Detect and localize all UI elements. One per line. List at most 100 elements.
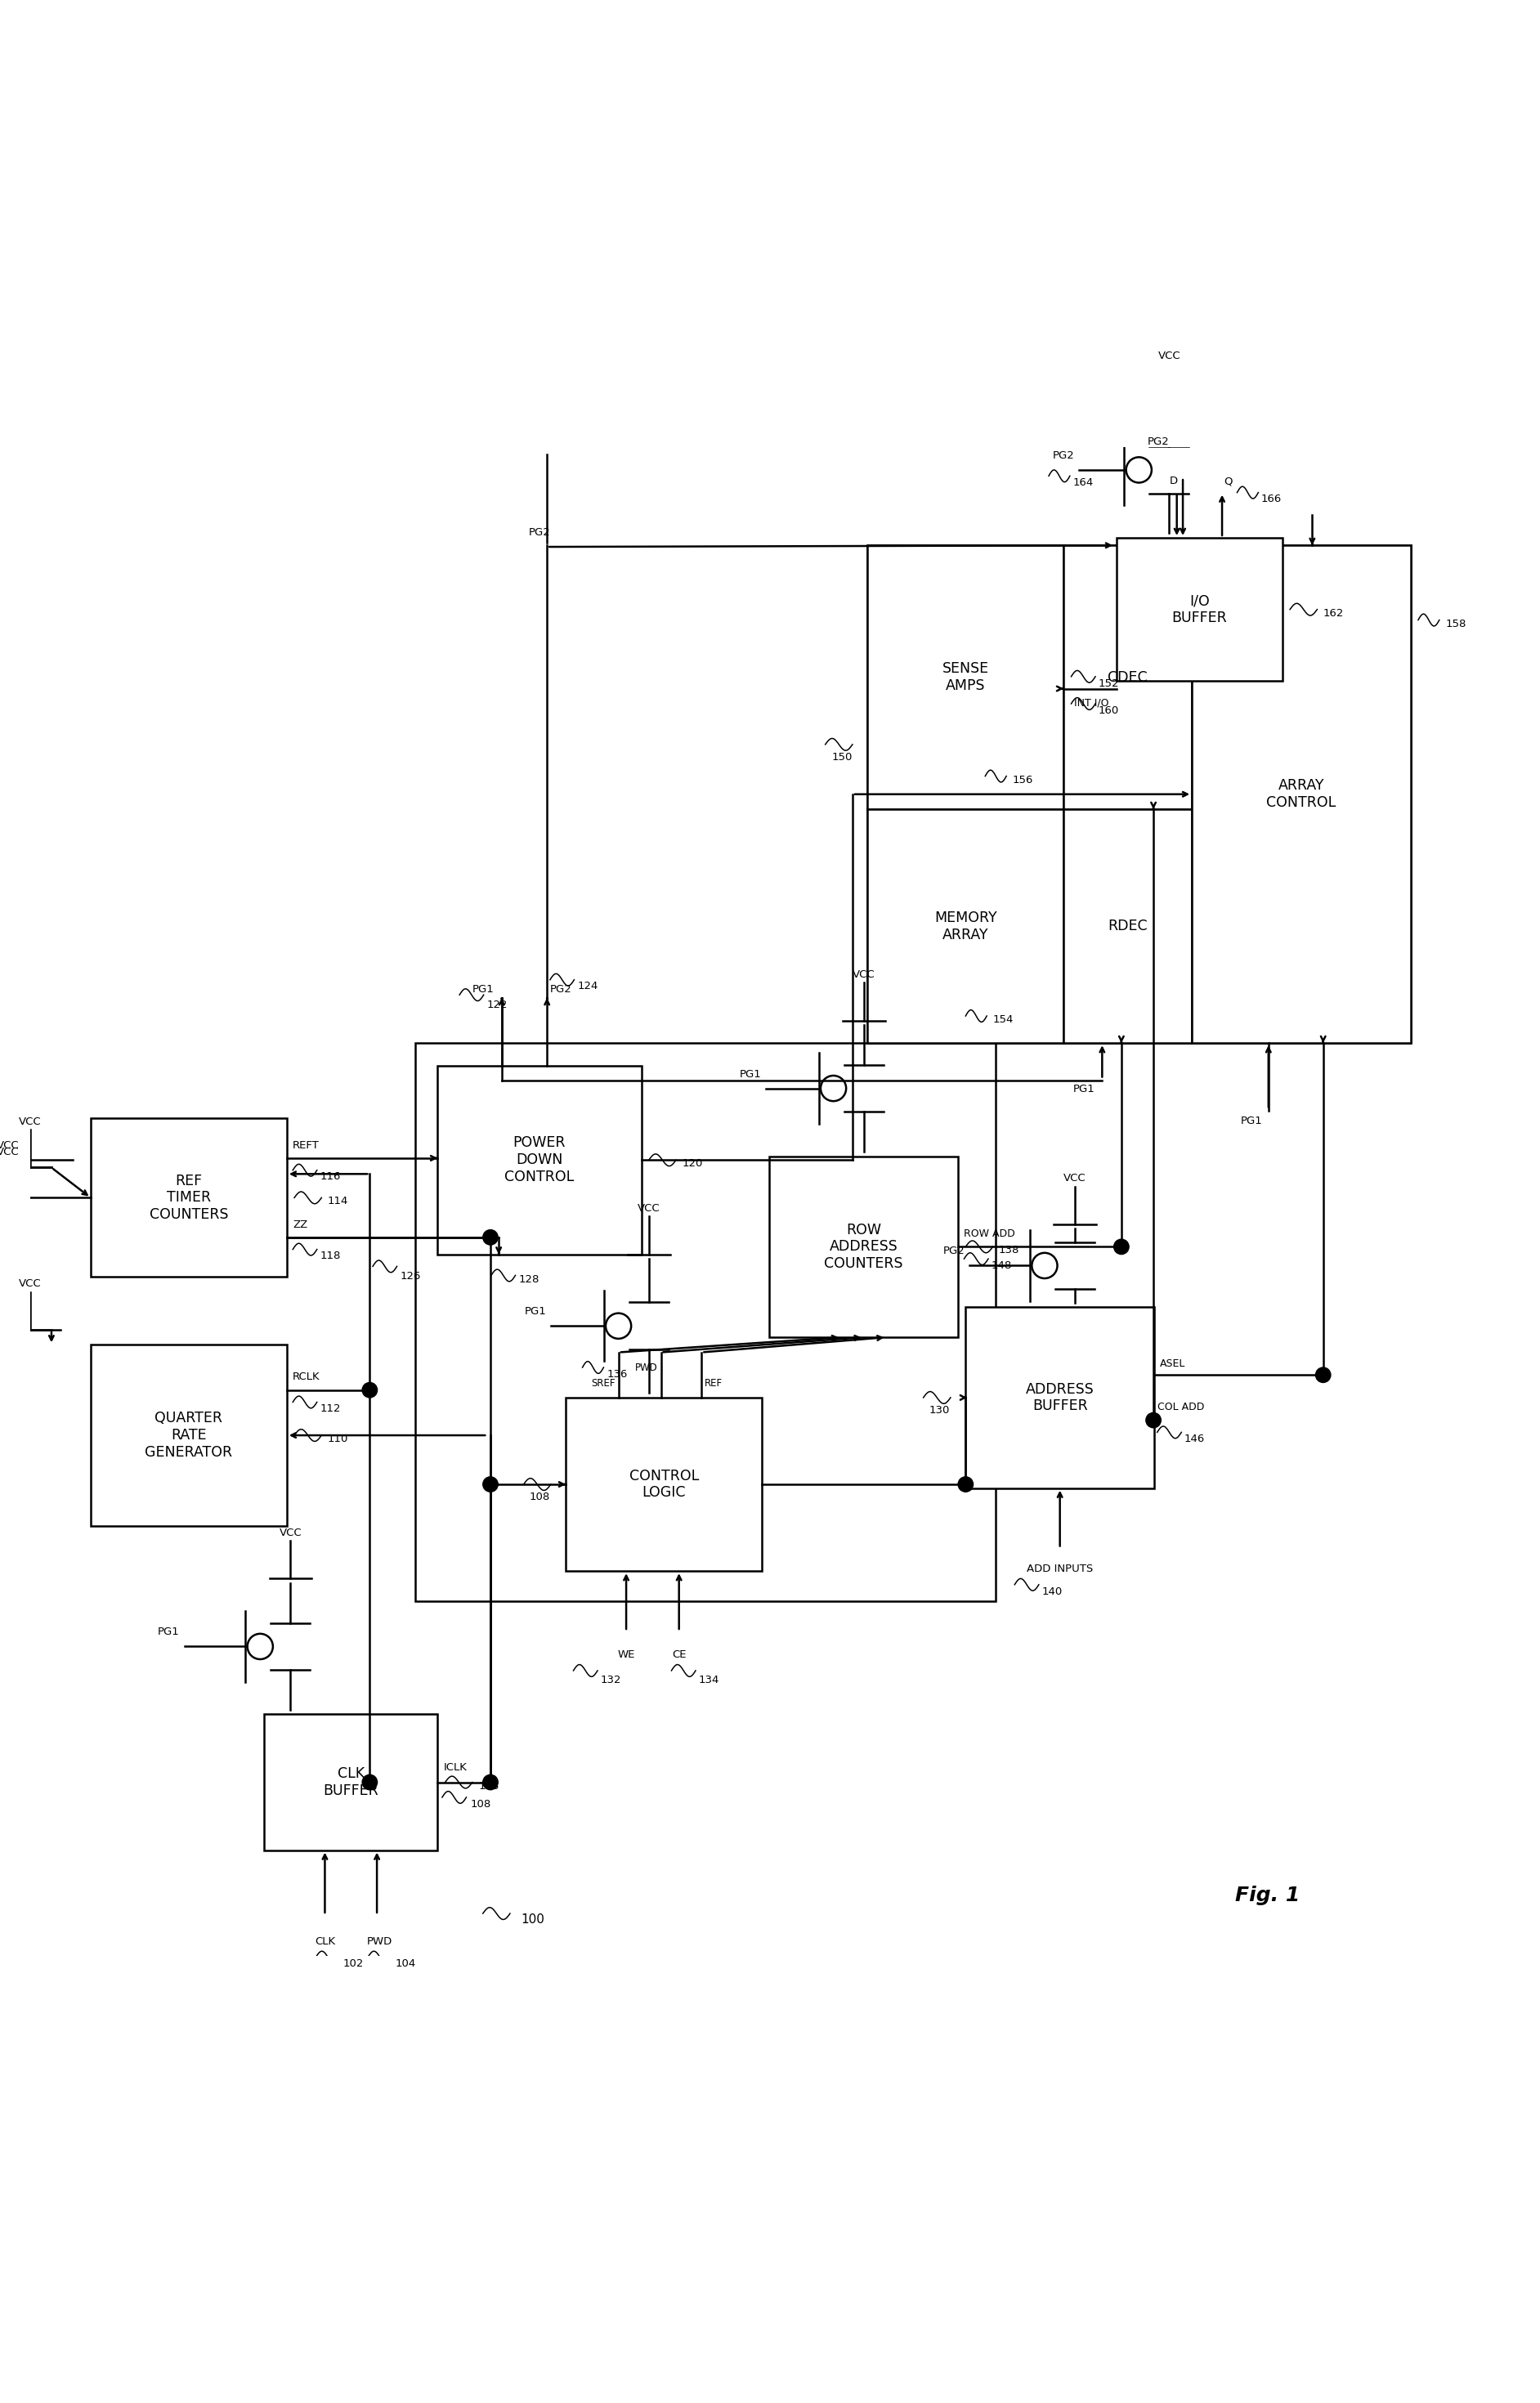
Text: VCC: VCC <box>853 968 875 980</box>
Text: PG2: PG2 <box>1147 437 1170 447</box>
Text: 134: 134 <box>699 1675 719 1685</box>
Text: ARRAY
CONTROL: ARRAY CONTROL <box>1266 779 1337 810</box>
Text: INT I/O: INT I/O <box>1075 697 1109 709</box>
Text: 104: 104 <box>396 1958 416 1970</box>
Text: POWER
DOWN
CONTROL: POWER DOWN CONTROL <box>505 1137 574 1185</box>
Bar <box>867 545 1064 810</box>
Text: 122: 122 <box>487 1000 508 1009</box>
Circle shape <box>484 1230 497 1245</box>
Bar <box>867 810 1064 1043</box>
Text: 126: 126 <box>400 1271 420 1281</box>
Text: I/O
BUFFER: I/O BUFFER <box>1172 594 1227 625</box>
Text: PG1: PG1 <box>1241 1115 1263 1127</box>
Circle shape <box>362 1382 377 1399</box>
Bar <box>1116 538 1283 680</box>
Text: 106: 106 <box>479 1781 499 1790</box>
Circle shape <box>1315 1367 1331 1382</box>
Text: 114: 114 <box>328 1197 348 1206</box>
Text: 162: 162 <box>1323 608 1344 618</box>
Text: VCC: VCC <box>0 1141 18 1151</box>
Text: Q: Q <box>1224 476 1232 485</box>
Text: 116: 116 <box>320 1173 340 1182</box>
Bar <box>867 545 1411 1043</box>
Text: CDEC: CDEC <box>1107 670 1147 685</box>
Text: 156: 156 <box>1012 774 1033 786</box>
Circle shape <box>1146 1413 1161 1427</box>
Text: PG1: PG1 <box>525 1307 547 1317</box>
Circle shape <box>958 1478 973 1492</box>
Text: 124: 124 <box>578 980 598 992</box>
Text: VCC: VCC <box>18 1278 42 1288</box>
Text: ASEL: ASEL <box>1160 1358 1186 1370</box>
Text: 154: 154 <box>993 1014 1013 1026</box>
Circle shape <box>362 1776 377 1790</box>
Text: REFT: REFT <box>293 1139 320 1151</box>
Text: 130: 130 <box>930 1406 950 1415</box>
Text: ROW ADD: ROW ADD <box>964 1228 1015 1240</box>
Text: 112: 112 <box>320 1403 340 1415</box>
Text: VCC: VCC <box>0 1146 18 1156</box>
Bar <box>1064 545 1192 810</box>
Text: VCC: VCC <box>279 1528 302 1538</box>
Bar <box>770 1156 958 1336</box>
Text: PWD: PWD <box>367 1937 393 1946</box>
Text: 136: 136 <box>607 1370 627 1379</box>
Text: COL ADD: COL ADD <box>1157 1401 1204 1413</box>
Text: PG2: PG2 <box>550 985 571 995</box>
Text: RCLK: RCLK <box>293 1372 320 1382</box>
Text: VCC: VCC <box>1158 351 1181 360</box>
Text: REF: REF <box>705 1377 722 1389</box>
Text: Fig. 1: Fig. 1 <box>1235 1886 1300 1906</box>
Text: QUARTER
RATE
GENERATOR: QUARTER RATE GENERATOR <box>145 1411 233 1459</box>
Text: 128: 128 <box>519 1274 539 1286</box>
Text: CLK: CLK <box>314 1937 336 1946</box>
Text: REF
TIMER
COUNTERS: REF TIMER COUNTERS <box>149 1173 228 1223</box>
Text: 160: 160 <box>1098 704 1120 716</box>
Text: 164: 164 <box>1073 478 1093 488</box>
Text: PG1: PG1 <box>473 985 494 995</box>
Text: SREF: SREF <box>591 1377 616 1389</box>
Bar <box>1192 545 1411 1043</box>
Bar <box>1064 810 1192 1043</box>
Text: ICLK: ICLK <box>444 1761 467 1773</box>
Text: ZZ: ZZ <box>293 1218 308 1230</box>
Text: 102: 102 <box>343 1958 363 1970</box>
Text: 108: 108 <box>471 1800 491 1809</box>
Text: ROW
ADDRESS
COUNTERS: ROW ADDRESS COUNTERS <box>824 1223 904 1271</box>
Text: RDEC: RDEC <box>1107 918 1147 935</box>
Text: ADDRESS
BUFFER: ADDRESS BUFFER <box>1026 1382 1093 1413</box>
Circle shape <box>484 1776 497 1790</box>
Bar <box>437 1067 641 1254</box>
Text: 146: 146 <box>1184 1435 1204 1444</box>
Text: 150: 150 <box>832 752 852 762</box>
Bar <box>966 1307 1153 1487</box>
Text: CE: CE <box>671 1648 687 1660</box>
Text: 148: 148 <box>992 1259 1012 1271</box>
Text: CLK
BUFFER: CLK BUFFER <box>323 1766 379 1797</box>
Text: 100: 100 <box>521 1913 544 1925</box>
Text: 158: 158 <box>1446 618 1466 630</box>
Text: CONTROL
LOGIC: CONTROL LOGIC <box>628 1468 699 1499</box>
Text: 132: 132 <box>601 1675 622 1685</box>
Text: PG1: PG1 <box>739 1069 761 1079</box>
Circle shape <box>484 1478 497 1492</box>
Text: PG2: PG2 <box>1052 449 1075 461</box>
Text: VCC: VCC <box>18 1117 42 1127</box>
Text: PG2: PG2 <box>528 526 550 538</box>
Text: VCC: VCC <box>638 1204 661 1214</box>
Text: 138: 138 <box>999 1245 1019 1257</box>
Bar <box>414 1043 996 1600</box>
Text: WE: WE <box>618 1648 634 1660</box>
Text: 140: 140 <box>1041 1586 1063 1596</box>
Text: SENSE
AMPS: SENSE AMPS <box>942 661 989 692</box>
Text: ADD INPUTS: ADD INPUTS <box>1027 1564 1093 1574</box>
Text: 118: 118 <box>320 1252 340 1262</box>
Text: 120: 120 <box>682 1158 702 1170</box>
Text: VCC: VCC <box>1064 1173 1086 1182</box>
Text: 152: 152 <box>1098 678 1120 690</box>
Circle shape <box>1113 1240 1129 1254</box>
Text: PG1: PG1 <box>157 1627 179 1636</box>
Bar <box>565 1399 762 1572</box>
Bar <box>91 1346 286 1526</box>
Text: 108: 108 <box>530 1492 550 1502</box>
